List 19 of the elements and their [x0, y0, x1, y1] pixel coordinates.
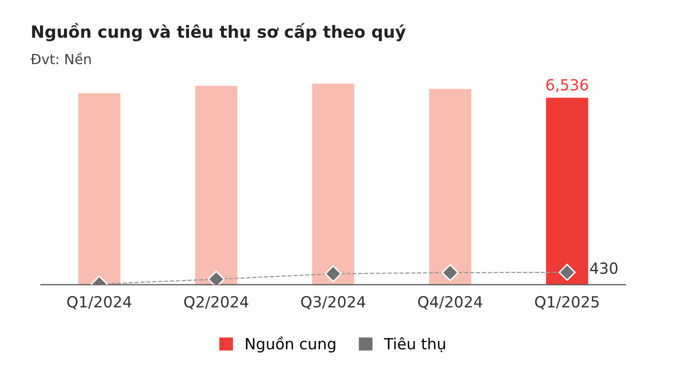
legend-label: Nguồn cung — [246, 336, 336, 352]
chart-subtitle: Đvt: Nền — [30, 52, 91, 64]
bar — [546, 98, 588, 285]
point — [442, 264, 459, 282]
bar — [78, 93, 120, 285]
x-tick-label: Q1/2024 — [67, 296, 132, 310]
data-label: 430 — [590, 262, 618, 274]
point — [558, 264, 576, 281]
chart-title: Nguồn cung và tiêu thụ sơ cấp theo quý — [32, 23, 406, 42]
legend-label: Tiêu thụ — [384, 337, 445, 352]
point — [324, 265, 342, 282]
x-tick-label: Q1/2025 — [535, 296, 599, 310]
data-label: 6,536 — [546, 79, 588, 92]
bar — [429, 89, 472, 285]
x-tick-label: Q3/2024 — [301, 296, 366, 310]
bar — [312, 84, 354, 285]
x-tick-label: Q2/2024 — [184, 296, 248, 310]
x-tick-label: Q4/2024 — [418, 296, 482, 310]
bar — [195, 86, 238, 285]
